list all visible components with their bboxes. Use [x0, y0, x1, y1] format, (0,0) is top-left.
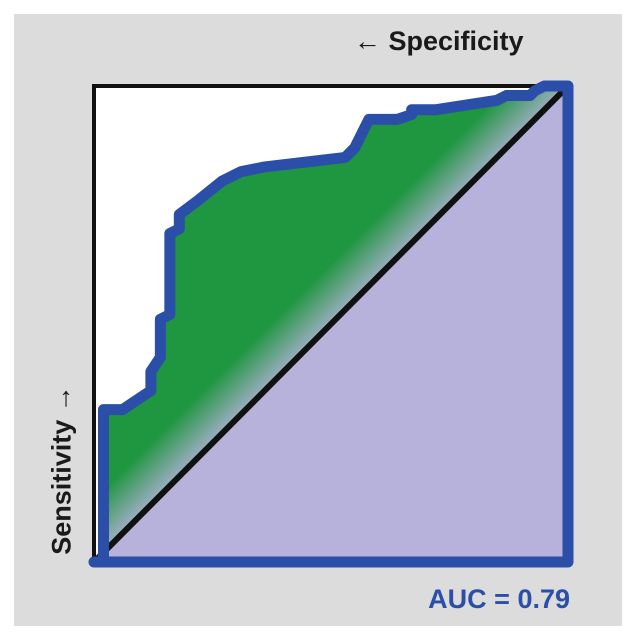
y-axis-label: Sensitivity → [46, 385, 77, 555]
auc-annotation: AUC = 0.79 [428, 584, 570, 614]
x-axis-label: ← Specificity [354, 26, 524, 56]
chance-region-border [94, 86, 574, 568]
plot-frame [92, 84, 568, 562]
diagonal-line [91, 83, 571, 565]
roc-curve [88, 80, 574, 568]
